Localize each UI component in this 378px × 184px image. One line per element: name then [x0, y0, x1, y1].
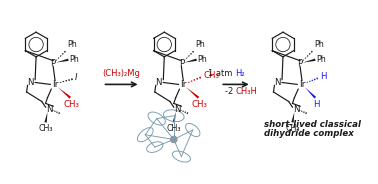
Text: Ir: Ir: [180, 80, 186, 89]
Text: N: N: [27, 78, 34, 87]
Polygon shape: [303, 59, 316, 63]
Text: Ph: Ph: [314, 40, 324, 49]
Text: (CH₃)₂Mg: (CH₃)₂Mg: [102, 69, 141, 78]
Polygon shape: [291, 112, 294, 123]
Text: H: H: [320, 72, 327, 81]
Text: Ph: Ph: [69, 55, 79, 64]
Text: Ph: Ph: [67, 40, 77, 49]
Text: N: N: [274, 78, 280, 87]
Text: N: N: [293, 105, 299, 114]
Text: H: H: [313, 100, 319, 109]
Text: CH₃: CH₃: [203, 71, 219, 80]
Text: CH₃: CH₃: [63, 100, 79, 109]
Polygon shape: [186, 87, 199, 99]
Text: P: P: [179, 59, 184, 68]
Polygon shape: [305, 87, 316, 99]
Polygon shape: [173, 112, 176, 123]
Text: CH₃: CH₃: [38, 124, 53, 133]
Text: I: I: [75, 73, 77, 82]
Polygon shape: [184, 59, 197, 63]
Text: CH₃: CH₃: [191, 100, 208, 109]
Text: Ph: Ph: [198, 55, 207, 64]
Polygon shape: [58, 87, 71, 99]
Text: dihydride complex: dihydride complex: [264, 129, 354, 138]
Text: short-lived classical: short-lived classical: [264, 121, 361, 130]
Text: -2: -2: [225, 87, 235, 96]
Text: N: N: [46, 105, 53, 114]
Polygon shape: [56, 59, 69, 63]
Text: 1 atm: 1 atm: [209, 69, 235, 78]
Text: Ir: Ir: [52, 80, 58, 89]
Text: Ph: Ph: [316, 55, 326, 64]
Polygon shape: [44, 112, 48, 123]
Text: Ir: Ir: [299, 80, 305, 89]
Text: P: P: [297, 59, 303, 68]
Text: N: N: [174, 105, 181, 114]
Text: H₂: H₂: [235, 69, 245, 78]
Text: N: N: [155, 78, 162, 87]
Text: CH₃: CH₃: [285, 124, 300, 133]
Circle shape: [170, 136, 177, 143]
Text: Ph: Ph: [196, 40, 205, 49]
Text: P: P: [51, 59, 56, 68]
Text: CH₃: CH₃: [167, 124, 181, 133]
Text: CH₃H: CH₃H: [235, 87, 257, 96]
